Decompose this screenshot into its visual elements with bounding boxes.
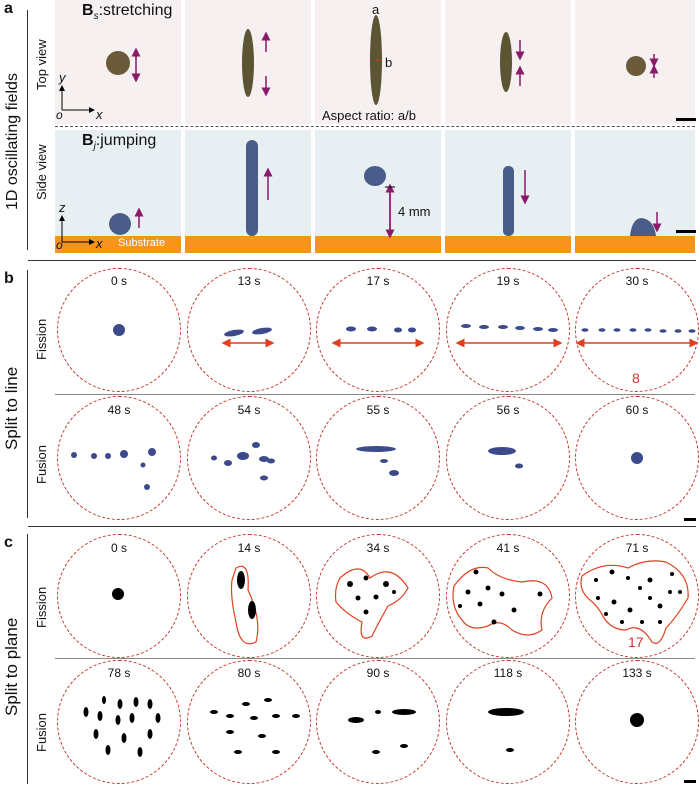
- c-fusion-circle-4: [446, 660, 570, 784]
- side-droplet-2: [246, 140, 258, 236]
- b-fusion-circle-4: [446, 396, 570, 520]
- top-droplet-1: [106, 51, 130, 75]
- panel-b-row-divider: [55, 394, 695, 395]
- substrate-3: [315, 236, 441, 253]
- c-fission-time-1: 0 s: [110, 541, 127, 555]
- panel-b-side-line: [27, 270, 28, 518]
- c-fission-time-3: 34 s: [366, 541, 390, 555]
- aspect-ratio-label: Aspect ratio: a/b: [322, 108, 416, 123]
- panel-c-row-divider: [55, 658, 695, 659]
- b-fission-circle-5: [575, 268, 699, 392]
- label-b: b: [385, 55, 393, 70]
- top-droplet-5: [626, 56, 646, 76]
- axis-top-o: o: [56, 108, 63, 122]
- substrate-5: [575, 236, 695, 253]
- side-view-tile-3: [315, 130, 441, 252]
- panel-a-letter: a: [4, 0, 13, 17]
- b-fission-time-2: 13 s: [237, 274, 261, 288]
- b-fusion-circle-5: [575, 396, 699, 520]
- b-fission-time-3: 17 s: [366, 274, 390, 288]
- c-fission-circle-4: [446, 534, 570, 658]
- b-fusion-time-5: 60 s: [625, 403, 649, 417]
- b-fission-circle-2: [187, 268, 311, 392]
- axis-bottom-o: o: [56, 238, 63, 252]
- axis-bottom-x: x: [96, 236, 103, 251]
- panel-a-dashed-divider: [55, 126, 695, 127]
- substrate-1: [55, 236, 181, 253]
- c-fission-circle-1: [57, 534, 181, 658]
- b-fission-circle-1: [57, 268, 181, 392]
- b-fission-time-5: 30 s: [625, 274, 649, 288]
- c-fusion-time-5: 133 s: [622, 666, 652, 680]
- label-a: a: [372, 2, 380, 17]
- stretching-field-label: Bs:stretching: [82, 2, 173, 23]
- panel-a-side-line: [27, 10, 28, 250]
- c-fusion-time-3: 90 s: [366, 666, 390, 680]
- panel-c-top-line: [28, 526, 696, 527]
- b-fusion-circle-3: [316, 396, 440, 520]
- b-fusion-time-1: 48 s: [107, 403, 131, 417]
- substrate-4: [445, 236, 571, 253]
- b-fission-time-1: 0 s: [110, 274, 127, 288]
- panel-b-top-line: [28, 260, 696, 261]
- b-fusion-time-3: 55 s: [366, 403, 390, 417]
- axis-bottom-z: z: [59, 200, 66, 215]
- side-droplet-4: [503, 166, 514, 236]
- c-fusion-circle-1: [57, 660, 181, 784]
- side-droplet-5: [630, 218, 656, 236]
- panel-c-letter: c: [4, 534, 13, 551]
- axis-top-y: y: [59, 70, 66, 85]
- b-fission-circle-3: [316, 268, 440, 392]
- c-fusion-time-4: 118 s: [493, 666, 523, 680]
- panel-b-letter: b: [4, 270, 14, 287]
- c-fission-time-2: 14 s: [237, 541, 261, 555]
- b-fusion-time-2: 54 s: [237, 403, 261, 417]
- b-fission-circle-4: [446, 268, 570, 392]
- b-count-label: 8: [632, 370, 640, 386]
- b-fission-time-4: 19 s: [496, 274, 520, 288]
- jumping-field-label: Bj:jumping: [82, 132, 157, 153]
- c-fission-circle-5: [575, 534, 699, 658]
- axis-top-x: x: [96, 107, 103, 122]
- b-fusion-circle-1: [57, 396, 181, 520]
- c-fission-time-4: 41 s: [496, 541, 520, 555]
- c-fission-circle-3: [316, 534, 440, 658]
- c-fusion-time-2: 80 s: [237, 666, 261, 680]
- c-fusion-circle-5: [575, 660, 699, 784]
- c-fission-circle-2: [187, 534, 311, 658]
- jump-height-label: 4 mm: [398, 204, 431, 219]
- side-droplet-3: [364, 166, 386, 186]
- c-fission-time-5: 71 s: [625, 541, 649, 555]
- substrate-2: [185, 236, 311, 253]
- side-droplet-1: [109, 213, 131, 235]
- b-fusion-circle-2: [187, 396, 311, 520]
- c-fusion-circle-2: [187, 660, 311, 784]
- c-fusion-time-1: 78 s: [107, 666, 131, 680]
- b-fusion-time-4: 56 s: [496, 403, 520, 417]
- c-fusion-circle-3: [316, 660, 440, 784]
- top-droplet-4: [500, 32, 512, 92]
- c-count-label: 17: [628, 634, 644, 650]
- substrate-label: Substrate: [118, 237, 166, 249]
- panel-c-side-line: [27, 534, 28, 784]
- top-droplet-2: [242, 29, 254, 97]
